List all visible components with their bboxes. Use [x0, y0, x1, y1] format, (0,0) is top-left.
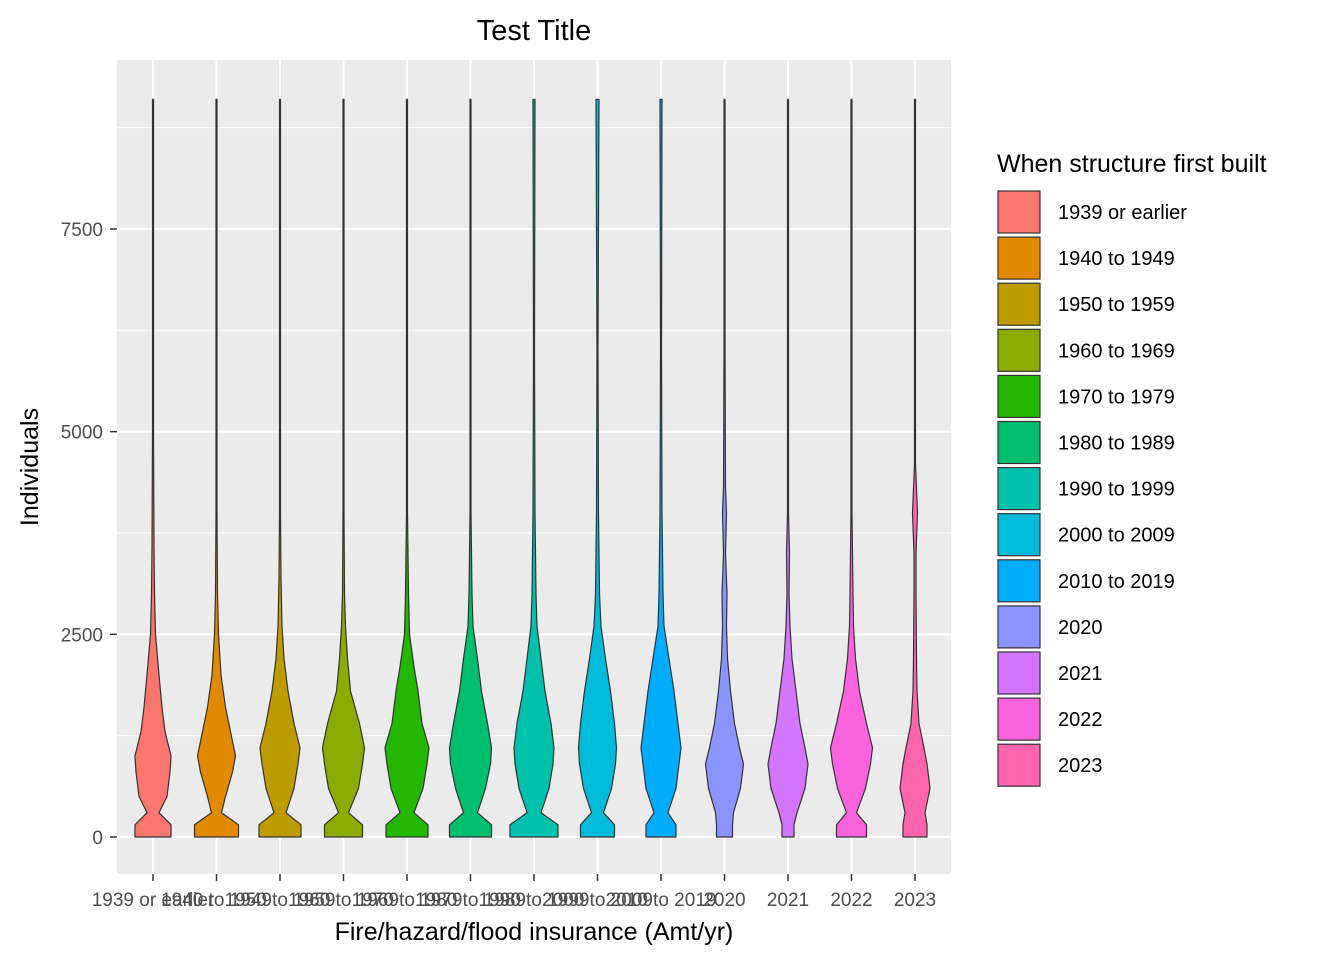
legend-label: 2000 to 2009 [1058, 525, 1175, 547]
x-tick-label: 2022 [830, 890, 872, 911]
violin-2022 [829, 98, 874, 838]
violins [134, 98, 931, 838]
violin-2021 [767, 98, 809, 838]
violin-1939-or-earlier [134, 98, 172, 838]
legend-swatch [997, 374, 1041, 418]
x-tick-label: 2021 [767, 890, 809, 911]
x-tick-label: 1980 to 1989 [415, 890, 526, 911]
violin-1940-to-1949 [193, 98, 240, 838]
x-tick-label: 2010 to 2019 [606, 890, 717, 911]
violin-1950-to-1959 [258, 98, 302, 838]
legend-label: 2023 [1058, 755, 1103, 777]
legend-label: 2021 [1058, 663, 1103, 685]
violin-1960-to-1969 [321, 98, 366, 838]
y-tick-label: 2500 [61, 625, 103, 646]
legend-swatch [997, 420, 1041, 465]
x-tick-label: 1990 to 1999 [479, 890, 590, 911]
legend-label: 1960 to 1969 [1058, 340, 1175, 362]
x-tick-label: 1950 to 1959 [225, 890, 336, 911]
legend-label: 1980 to 1989 [1058, 433, 1175, 455]
y-axis-title: Individuals [16, 408, 44, 526]
legend-swatch [997, 559, 1041, 603]
violin-2023 [899, 98, 931, 838]
legend-label: 2022 [1058, 709, 1103, 731]
y-tick-label: 7500 [61, 220, 103, 241]
legend: When structure first built 1939 or earli… [997, 150, 1267, 787]
legend-swatch [997, 697, 1041, 741]
x-tick-label: 2000 to 2009 [542, 890, 653, 911]
legend-label: 2020 [1058, 617, 1103, 639]
x-tick-label: 2020 [703, 890, 745, 911]
x-tick-label: 2023 [894, 890, 936, 911]
legend-title: When structure first built [997, 150, 1267, 178]
legend-label: 1970 to 1979 [1058, 386, 1175, 408]
y-tick-label: 5000 [61, 423, 103, 444]
legend-swatch [997, 651, 1041, 695]
legend-label: 1950 to 1959 [1058, 294, 1175, 316]
legend-label: 1990 to 1999 [1058, 479, 1175, 501]
legend-swatch [997, 282, 1041, 326]
violin-1990-to-1999 [509, 98, 559, 838]
x-tick-label: 1940 to 1949 [161, 890, 272, 911]
legend-swatch [997, 743, 1041, 787]
violin-2000-to-2009 [577, 98, 618, 838]
legend-swatch [997, 236, 1041, 280]
x-tick-label: 1960 to 1969 [288, 890, 399, 911]
x-axis-title: Fire/hazard/flood insurance (Amt/yr) [335, 918, 734, 946]
legend-swatch [997, 328, 1041, 372]
violin-2020 [704, 98, 745, 838]
legend-label: 1939 or earlier [1058, 202, 1187, 224]
legend-label: 2010 to 2019 [1058, 571, 1175, 593]
violin-1980-to-1989 [448, 98, 493, 838]
legend-items: 1939 or earlier 1940 to 1949 1950 to 1959 1… [997, 190, 1187, 787]
y-axis: 0 2500 5000 7500 [61, 220, 117, 849]
x-tick-label: 1970 to 1979 [352, 890, 463, 911]
x-tick-label: 1939 or earlier [92, 890, 215, 911]
legend-label: 1940 to 1949 [1058, 248, 1175, 270]
legend-swatch [997, 605, 1041, 649]
violin-2010-to-2019 [640, 98, 682, 838]
chart-title: Test Title [477, 15, 591, 47]
violin-1970-to-1979 [384, 98, 430, 838]
legend-swatch [997, 467, 1041, 511]
y-tick-label: 0 [92, 828, 103, 849]
legend-swatch [997, 513, 1041, 557]
legend-swatch [997, 190, 1041, 234]
